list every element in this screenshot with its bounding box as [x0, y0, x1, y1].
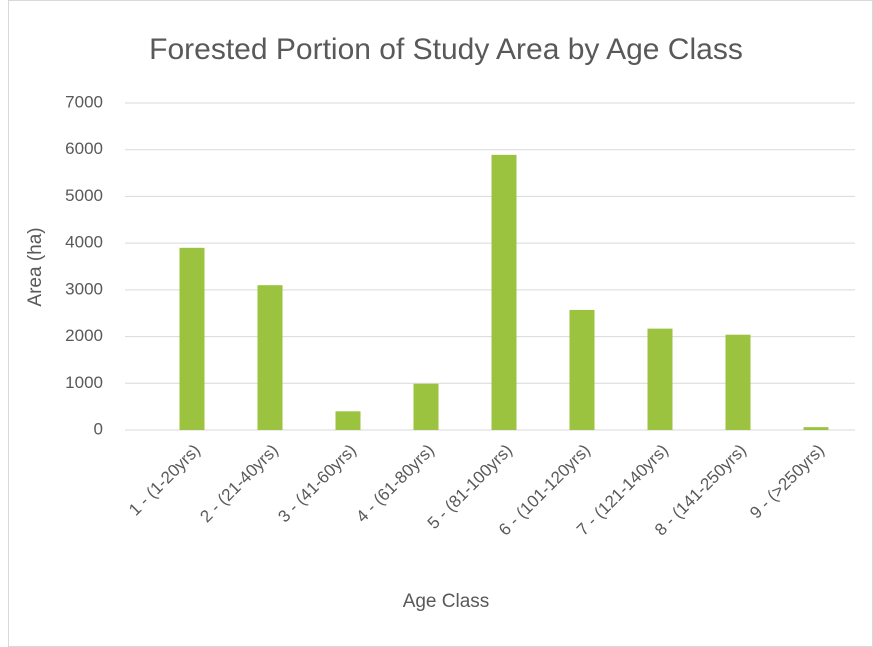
- chart-title: Forested Portion of Study Area by Age Cl…: [149, 33, 743, 66]
- y-axis-label: Area (ha): [25, 227, 46, 306]
- bar: [413, 383, 439, 430]
- bar: [257, 285, 283, 430]
- y-tick-label: 5000: [65, 186, 103, 205]
- bar: [803, 427, 829, 430]
- bar: [179, 247, 205, 430]
- bar: [647, 328, 673, 430]
- y-tick-label: 4000: [65, 233, 103, 252]
- y-tick-label: 3000: [65, 279, 103, 298]
- bar: [569, 309, 595, 430]
- y-tick-label: 2000: [65, 326, 103, 345]
- y-tick-label: 7000: [65, 92, 103, 111]
- bar: [335, 411, 361, 430]
- chart-frame: [8, 0, 873, 647]
- y-tick-label: 6000: [65, 139, 103, 158]
- bar: [725, 334, 751, 430]
- bar: [491, 154, 517, 431]
- y-tick-label: 0: [94, 419, 103, 438]
- y-tick-label: 1000: [65, 373, 103, 392]
- x-axis-label: Age Class: [403, 591, 490, 612]
